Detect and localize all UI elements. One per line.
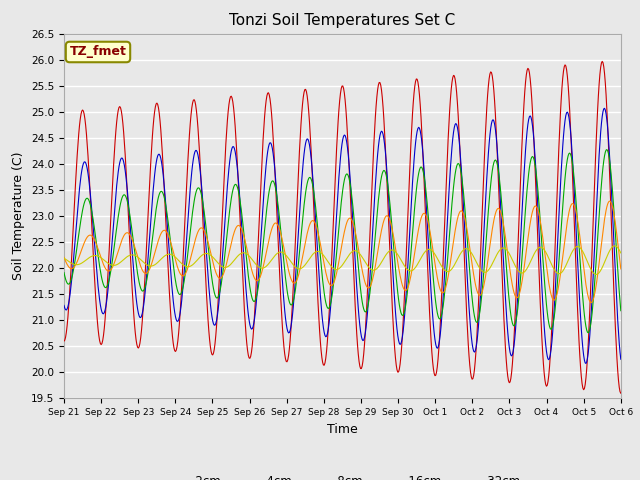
Title: Tonzi Soil Temperatures Set C: Tonzi Soil Temperatures Set C — [229, 13, 456, 28]
Text: TZ_fmet: TZ_fmet — [70, 46, 127, 59]
Y-axis label: Soil Temperature (C): Soil Temperature (C) — [12, 152, 26, 280]
Legend: -2cm, -4cm, -8cm, -16cm, -32cm: -2cm, -4cm, -8cm, -16cm, -32cm — [160, 470, 525, 480]
X-axis label: Time: Time — [327, 423, 358, 436]
